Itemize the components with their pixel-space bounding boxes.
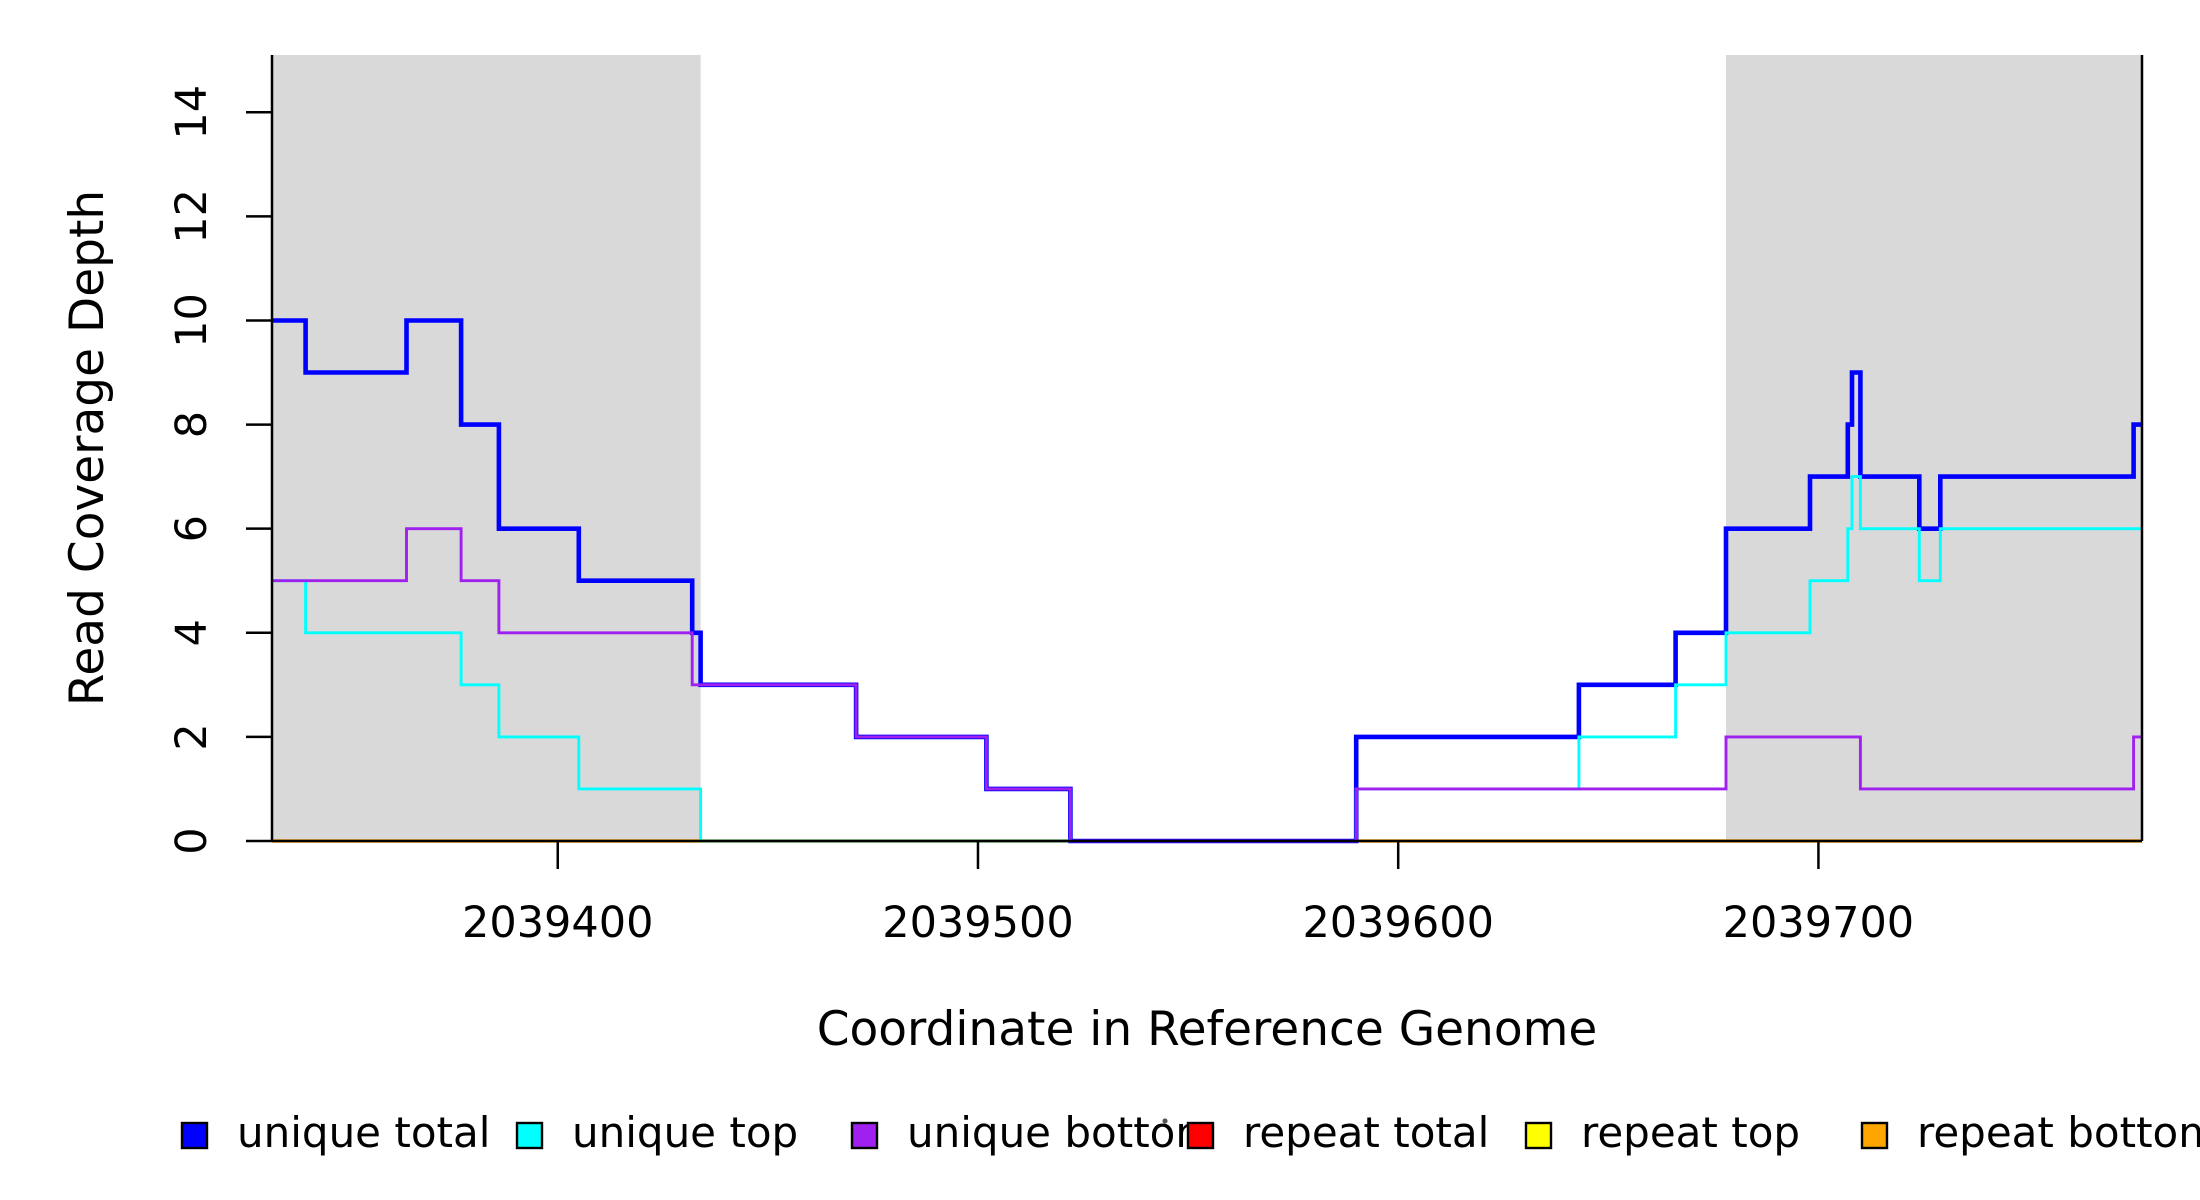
series-line-unique-bottom	[272, 527, 2142, 843]
legend-swatch-unique-total	[180, 1121, 209, 1150]
x-tick-label: 2039600	[1302, 898, 1494, 948]
legend-label-repeat-total: repeat total	[1243, 1108, 1489, 1157]
legend-label-unique-top: unique top	[572, 1108, 798, 1157]
y-tick-label: 6	[167, 515, 217, 542]
y-tick-label: 8	[167, 411, 217, 438]
legend-swatch-repeat-total	[1186, 1121, 1215, 1150]
y-axis-title: Read Coverage Depth	[60, 190, 115, 706]
x-tick-label: 2039500	[882, 898, 1074, 948]
legend-label-unique-bottom: unique bottom	[907, 1108, 1216, 1157]
y-tick-label: 10	[167, 293, 217, 348]
legend-label-repeat-top: repeat top	[1581, 1108, 1800, 1157]
legend-swatch-repeat-top	[1524, 1121, 1553, 1150]
shaded-right-repeat-region	[1725, 55, 2142, 841]
legend-swatch-unique-bottom	[850, 1121, 879, 1150]
y-tick-label: 0	[167, 827, 217, 854]
legend-swatch-repeat-bottom	[1860, 1121, 1889, 1150]
legend-label-unique-total: unique total	[237, 1108, 490, 1157]
y-tick-label: 12	[167, 189, 217, 244]
legend-label-repeat-bottom: repeat bottom	[1917, 1108, 2200, 1157]
x-tick-label: 2039700	[1723, 898, 1915, 948]
legend-swatch-unique-top	[515, 1121, 544, 1150]
y-tick-label: 2	[167, 723, 217, 750]
x-tick-label: 2039400	[462, 898, 654, 948]
stray-dot	[1162, 1118, 1168, 1124]
series-line-unique-top	[272, 475, 2142, 843]
x-axis-title: Coordinate in Reference Genome	[817, 1002, 1598, 1057]
shaded-left-repeat-region	[272, 55, 701, 841]
y-tick-label: 4	[167, 619, 217, 646]
y-tick-label: 14	[167, 85, 217, 140]
